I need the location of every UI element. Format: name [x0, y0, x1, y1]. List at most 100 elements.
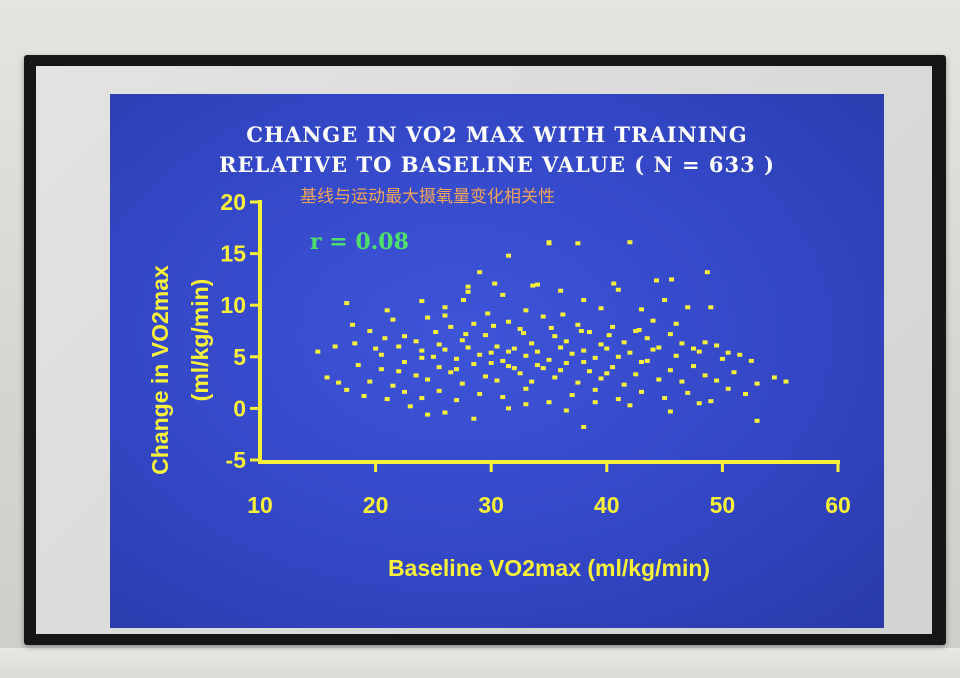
data-point [488, 360, 494, 365]
data-point [581, 298, 587, 303]
data-point [546, 357, 552, 362]
data-point [529, 379, 535, 384]
data-point [592, 400, 598, 405]
data-point [352, 341, 358, 346]
data-point [384, 397, 390, 402]
scatter-chart: 10 20 30 40 50 60 -5 0 5 10 15 20 Baseline VO2max (… [147, 189, 851, 581]
data-point [569, 392, 575, 397]
data-point [402, 389, 407, 394]
data-point [604, 346, 610, 351]
data-point [367, 379, 373, 384]
data-point [563, 339, 569, 344]
data-point [610, 324, 616, 329]
data-point [419, 396, 425, 401]
data-point [419, 355, 425, 360]
data-point [627, 403, 633, 408]
y-tick-label: 20 [220, 189, 246, 215]
data-point [448, 324, 454, 329]
data-point [540, 366, 546, 371]
data-point [361, 394, 367, 399]
data-point [506, 349, 512, 354]
data-point [696, 401, 702, 406]
data-point [454, 398, 460, 403]
data-point [500, 395, 506, 400]
data-point [558, 368, 564, 373]
y-tick-label: -5 [226, 447, 247, 473]
data-point [511, 346, 517, 351]
data-point [636, 327, 642, 332]
data-point [413, 373, 419, 378]
data-point [442, 410, 448, 415]
data-point [500, 292, 506, 297]
data-point [621, 382, 627, 387]
data-point [523, 402, 529, 407]
data-point [448, 370, 454, 375]
data-point [638, 389, 644, 394]
data-point [656, 345, 662, 350]
x-tick-label: 10 [247, 492, 273, 518]
data-point [442, 305, 448, 310]
data-point [702, 373, 708, 378]
data-point [378, 367, 384, 372]
data-point [494, 378, 500, 383]
data-point [708, 305, 714, 310]
data-point [459, 381, 465, 386]
data-point [471, 362, 477, 367]
data-point [492, 281, 498, 286]
data-point [633, 329, 639, 333]
data-point [521, 331, 527, 336]
data-point [540, 314, 546, 319]
data-point [771, 375, 777, 380]
x-tick-label: 40 [594, 492, 620, 518]
data-point [396, 344, 402, 349]
data-point [638, 359, 644, 364]
y-tick-label: 15 [220, 241, 246, 267]
data-point [691, 346, 696, 351]
data-point [425, 377, 431, 382]
data-point [615, 287, 621, 292]
data-point [685, 390, 691, 395]
slide-title-line1: CHANGE IN VO2 MAX WITH TRAINING [246, 122, 748, 147]
data-point [367, 329, 373, 333]
data-point [598, 376, 604, 381]
data-point [575, 380, 581, 385]
data-point [558, 345, 564, 350]
slide-subtitle-chinese: 基线与运动最大摄氧量变化相关性 [300, 187, 555, 207]
data-point [523, 386, 529, 391]
data-point [344, 387, 350, 392]
y-tick-label: 0 [233, 395, 246, 421]
data-point [402, 359, 407, 364]
data-point [465, 345, 471, 350]
data-point [477, 352, 483, 357]
data-point [534, 363, 540, 368]
data-point [592, 355, 598, 360]
data-point [506, 364, 512, 369]
data-point [485, 311, 491, 316]
data-point [482, 333, 488, 338]
data-point [546, 240, 552, 245]
data-point [563, 408, 569, 413]
y-tick-label: 10 [220, 292, 246, 318]
data-point [586, 330, 592, 335]
data-point [560, 312, 566, 317]
data-point [548, 325, 554, 330]
data-point [644, 358, 650, 363]
data-point [471, 321, 477, 326]
data-point [679, 341, 685, 346]
data-point [402, 334, 407, 339]
data-point [454, 356, 460, 361]
data-point [685, 305, 691, 310]
data-point [390, 383, 396, 388]
y-tick-label: 5 [233, 344, 246, 370]
data-point [592, 387, 598, 392]
data-point [563, 360, 569, 365]
data-point [523, 308, 529, 313]
data-point [460, 298, 466, 303]
data-point [610, 365, 616, 370]
data-point [425, 412, 431, 417]
data-point [662, 396, 668, 401]
data-point [534, 349, 540, 354]
data-point [725, 386, 731, 391]
data-point [425, 315, 431, 320]
data-point [494, 344, 500, 349]
